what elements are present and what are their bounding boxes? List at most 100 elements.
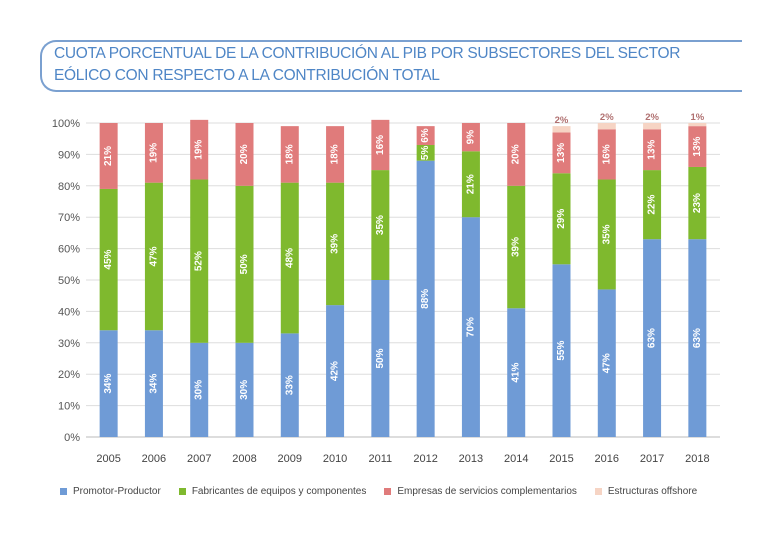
data-label: 23% (692, 193, 703, 213)
x-tick-label: 2006 (142, 453, 166, 465)
data-label: 18% (330, 144, 341, 164)
data-label: 42% (330, 361, 341, 381)
bar-segment (461, 217, 480, 437)
data-label: 20% (511, 144, 522, 164)
data-label: 47% (601, 353, 612, 373)
data-label: 22% (647, 195, 658, 215)
bar-segment (688, 239, 707, 437)
bar-segment (144, 330, 163, 437)
legend-label: Empresas de servicios complementarios (397, 486, 577, 497)
bar-segment (190, 119, 209, 180)
data-label: 13% (556, 143, 567, 163)
y-tick-label: 30% (58, 338, 80, 350)
bar-segment (371, 170, 390, 280)
data-label: 50% (375, 348, 386, 368)
x-tick-label: 2018 (685, 453, 709, 465)
bar-segment (597, 129, 616, 180)
data-label: 34% (103, 374, 114, 394)
data-label: 63% (692, 328, 703, 348)
y-tick-label: 90% (58, 149, 80, 161)
legend-label: Promotor-Productor (73, 486, 161, 497)
legend-item: Fabricantes de equipos y componentes (178, 486, 366, 497)
data-label: 39% (511, 237, 522, 257)
bar-segment (461, 123, 480, 152)
bar-segment (643, 123, 662, 130)
chart-legend: Promotor-Productor Fabricantes de equipos… (60, 486, 697, 497)
data-label: 55% (556, 341, 567, 361)
data-label: 33% (284, 375, 295, 395)
bar-segment (688, 123, 707, 127)
data-label: 6% (420, 128, 431, 143)
data-label: 18% (284, 144, 295, 164)
bar-segment (416, 144, 435, 161)
bar-segment (597, 123, 616, 130)
data-label: 19% (194, 140, 205, 160)
data-label: 19% (148, 143, 159, 163)
legend-item: Promotor-Productor (60, 486, 161, 497)
bar-segment (190, 342, 209, 437)
data-label: 2% (600, 112, 614, 123)
x-tick-label: 2009 (278, 453, 302, 465)
bar-segment (416, 126, 435, 145)
data-label: 88% (420, 289, 431, 309)
y-tick-label: 70% (58, 212, 80, 224)
x-tick-label: 2007 (187, 453, 211, 465)
bar-segment (507, 185, 526, 309)
bar-segment (280, 126, 299, 183)
data-label: 41% (511, 363, 522, 383)
bar-segment (461, 151, 480, 218)
bar-segment (280, 182, 299, 334)
bar-segment (144, 182, 163, 331)
bar-segment (326, 182, 345, 306)
legend-item: Estructuras offshore (594, 486, 698, 497)
bar-segment (99, 123, 118, 189)
x-tick-label: 2011 (369, 453, 393, 465)
data-label: 47% (148, 246, 159, 266)
bar-segment (643, 239, 662, 437)
bar-segment (235, 185, 254, 343)
bar-segment (507, 308, 526, 437)
x-tick-label: 2013 (459, 453, 483, 465)
bar-segment (99, 330, 118, 437)
legend-item: Empresas de servicios complementarios (384, 486, 577, 497)
legend-swatch (178, 488, 186, 495)
y-tick-label: 10% (58, 401, 80, 413)
data-label: 30% (239, 380, 250, 400)
legend-swatch (60, 488, 67, 495)
bar-segment (99, 188, 118, 331)
bar-segment (643, 170, 662, 240)
data-label: 35% (601, 224, 612, 244)
data-label: 13% (647, 140, 658, 160)
y-tick-label: 50% (58, 275, 80, 287)
bar-segment (643, 129, 662, 171)
y-tick-label: 40% (58, 306, 80, 318)
data-label: 70% (465, 317, 476, 337)
bar-segment (507, 123, 526, 186)
data-label: 39% (330, 234, 341, 254)
data-label: 1% (690, 112, 704, 123)
x-tick-label: 2014 (504, 453, 528, 465)
legend-label: Estructuras offshore (607, 486, 698, 497)
x-tick-label: 2016 (595, 453, 619, 465)
bar-segment (552, 132, 571, 174)
data-label: 21% (465, 174, 476, 194)
bar-segment (552, 264, 571, 437)
data-label: 20% (239, 144, 250, 164)
bar-segment (235, 123, 254, 186)
y-tick-label: 60% (58, 244, 80, 256)
y-tick-label: 80% (58, 181, 80, 193)
chart-title-line-1: CUOTA PORCENTUAL DE LA CONTRIBUCIÓN AL P… (54, 45, 681, 62)
title-frame (40, 40, 742, 92)
y-tick-label: 100% (52, 118, 80, 130)
data-label: 21% (103, 146, 114, 166)
bar-segment (688, 166, 707, 240)
chart-title-line-2: EÓLICO CON RESPECTO A LA CONTRIBUCIÓN TO… (54, 67, 440, 84)
bar-segment (371, 280, 390, 437)
x-tick-label: 2015 (549, 453, 573, 465)
data-label: 35% (375, 215, 386, 235)
x-tick-label: 2005 (96, 453, 120, 465)
x-tick-label: 2010 (323, 453, 347, 465)
x-tick-label: 2012 (413, 453, 437, 465)
data-label: 16% (375, 135, 386, 155)
data-label: 29% (556, 209, 567, 229)
